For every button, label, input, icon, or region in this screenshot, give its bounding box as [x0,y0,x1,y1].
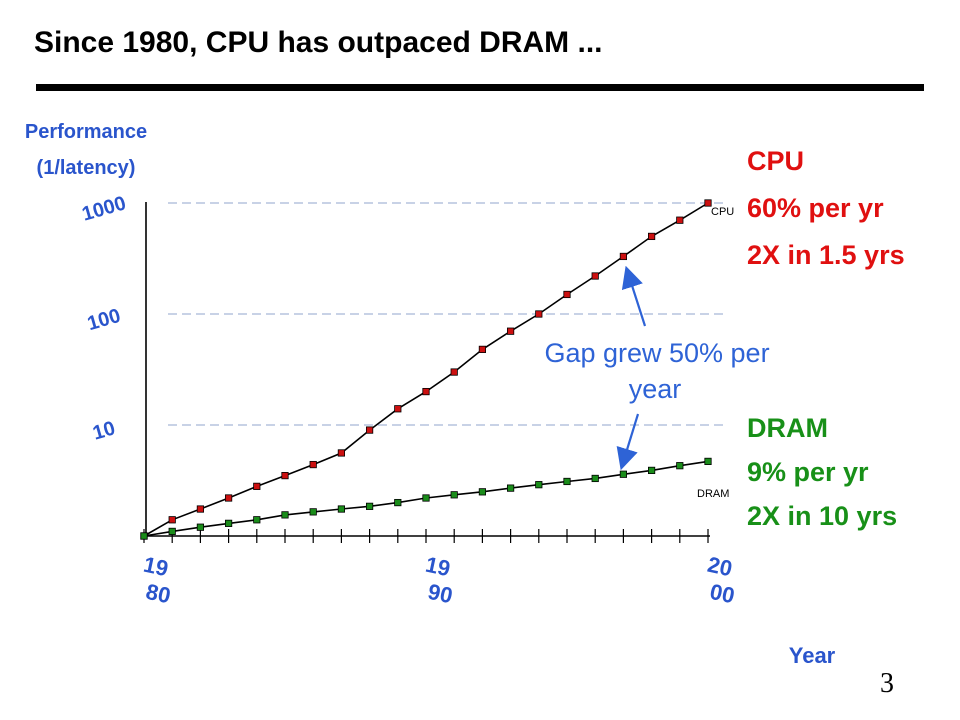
dram-data-point [506,484,515,492]
dram-data-point [704,457,712,465]
cpu-data-point [224,494,233,502]
cpu-data-point [422,387,430,396]
cpu-data-point [196,505,204,513]
cpu-data-point [478,345,487,353]
dram-data-point [450,491,458,499]
dram-data-point [478,488,487,496]
dram-data-point [196,523,204,531]
dram-data-point [337,505,346,513]
x-tick-label-line2: 00 [708,579,737,609]
cpu-data-point [253,482,261,490]
cpu-data-point [450,368,458,376]
dram-data-point [591,474,599,483]
dram-annotation: DRAM 9% per yr 2X in 10 yrs [747,413,897,531]
dram-data-point [309,508,317,516]
dram-data-point [619,470,628,478]
cpu-data-point [704,199,712,207]
cpu-data-point [281,472,289,480]
dram-data-point [365,502,374,510]
cpu-data-point [535,310,543,318]
dram-data-point [563,477,571,486]
cpu-data-point [337,449,346,457]
dram-annotation-rate: 9% per yr [747,457,869,487]
y-tick-labels: 10 100 1000 [80,192,129,444]
x-tick-label-line1: 19 [141,552,170,582]
dram-data-point [648,466,656,474]
cpu-annotation-rate: 60% per yr [747,193,884,223]
x-tick-label: 1980 [141,552,173,609]
cpu-data-point [563,290,571,299]
x-axis-label: Year [789,643,836,668]
x-tick-label-line1: 19 [423,552,452,582]
cpu-data-point [394,405,402,413]
dram-data-point [535,481,543,489]
cpu-data-point [309,460,317,469]
cpu-data-point [676,216,684,224]
slide-number: 3 [880,668,894,699]
cpu-annotation-doubling: 2X in 1.5 yrs [747,240,905,270]
gap-annotation: Gap grew 50% per year [544,338,769,404]
dram-data-point [281,511,289,519]
dram-data-point [422,494,430,502]
x-tick-label-line1: 20 [705,552,734,582]
cpu-annotation-title: CPU [747,146,804,176]
cpu-data-point [591,272,599,280]
y-axis-label-line2: (1/latency) [37,157,136,179]
x-tick-label-line2: 80 [144,579,173,609]
cpu-data-point [619,252,628,261]
y-tick-label: 10 [90,417,117,444]
x-minor-ticks [143,529,709,543]
gap-annotation-line2: year [629,374,682,404]
gap-annotation-line1: Gap grew 50% per [544,338,769,368]
y-axis-label-line1: Performance [25,121,147,143]
cpu-data-point [365,426,374,434]
dram-data-point [168,527,176,536]
dram-data-point [224,519,233,527]
cpu-annotation: CPU 60% per yr 2X in 1.5 yrs [747,146,905,270]
dram-data-point [394,498,402,507]
dram-annotation-title: DRAM [747,413,828,443]
cpu-data-point [648,232,656,241]
y-tick-label: 100 [85,305,123,335]
title-divider [36,84,924,91]
cpu-data-point [506,327,515,335]
dram-data-point [253,516,261,524]
cpu-data-point [168,516,176,524]
cpu-series-label: CPU [711,206,734,218]
y-tick-label: 1000 [80,192,129,225]
gap-arrow-to-cpu [621,265,647,327]
gap-arrow-to-dram [616,413,640,471]
x-tick-label-line2: 90 [426,579,455,609]
slide-title: Since 1980, CPU has outpaced DRAM ... [34,26,603,59]
dram-data-point [676,462,684,470]
dram-data-point [140,532,148,540]
series-layer [140,199,712,540]
dram-series-label: DRAM [697,488,729,500]
dram-annotation-doubling: 2X in 10 yrs [747,501,897,531]
